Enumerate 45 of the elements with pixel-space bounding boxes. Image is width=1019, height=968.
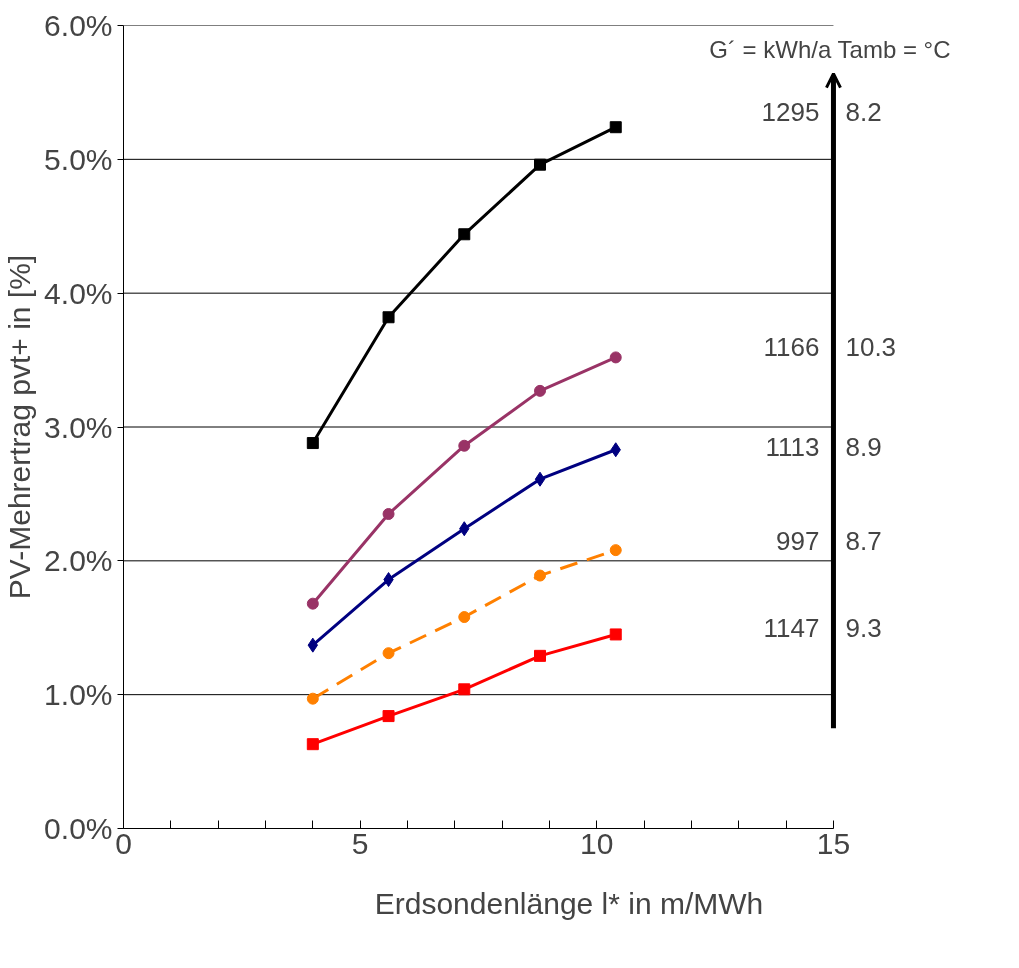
point [458, 611, 471, 624]
annotation: 1166 [763, 331, 820, 362]
text: 8.7 [845, 525, 882, 556]
y-tick-label: 6.0% [44, 9, 113, 42]
y-tick-label: 1.0% [44, 678, 113, 712]
annotation: G´ = kWh/a Tamb = °C [709, 36, 951, 64]
point [609, 351, 622, 364]
point [534, 649, 547, 662]
point [534, 471, 546, 487]
x-tick-label: 5 [351, 826, 369, 860]
point [609, 544, 622, 557]
point [382, 311, 395, 324]
point [534, 384, 547, 397]
annotation: 1147 [763, 612, 820, 643]
text: 9.3 [845, 612, 882, 643]
annotation: 1295 [761, 97, 820, 128]
x-axis-title: Erdsondenlänge l* in m/MWh [374, 886, 764, 920]
y-tick-label: 2.0% [44, 544, 113, 578]
annotation: 1113 [765, 432, 820, 463]
text: 8.2 [845, 97, 882, 128]
text: 8.9 [845, 432, 882, 463]
point [609, 628, 622, 641]
point [382, 710, 395, 723]
point [306, 738, 319, 751]
x-tick-label: 10 [580, 826, 614, 860]
point [609, 121, 622, 134]
point [306, 437, 319, 450]
point [534, 158, 547, 171]
point [306, 597, 319, 610]
point [306, 692, 319, 705]
y-tick-label: 5.0% [44, 142, 113, 176]
y-tick-label: 3.0% [44, 410, 113, 444]
point [382, 647, 395, 660]
point [458, 439, 471, 452]
y-tick-label: 0.0% [44, 812, 113, 845]
y-tick-label: 4.0% [44, 276, 113, 310]
point [458, 228, 471, 241]
point [382, 508, 395, 520]
point [534, 569, 547, 582]
text: 10.3 [845, 331, 897, 362]
y-axis-title: PV-Mehrertrag pvt+ in [%] [3, 254, 37, 600]
x-tick-label: 15 [816, 826, 851, 860]
annotation: 997 [776, 525, 820, 556]
point [458, 683, 471, 696]
x-tick-label: 0 [115, 826, 132, 860]
